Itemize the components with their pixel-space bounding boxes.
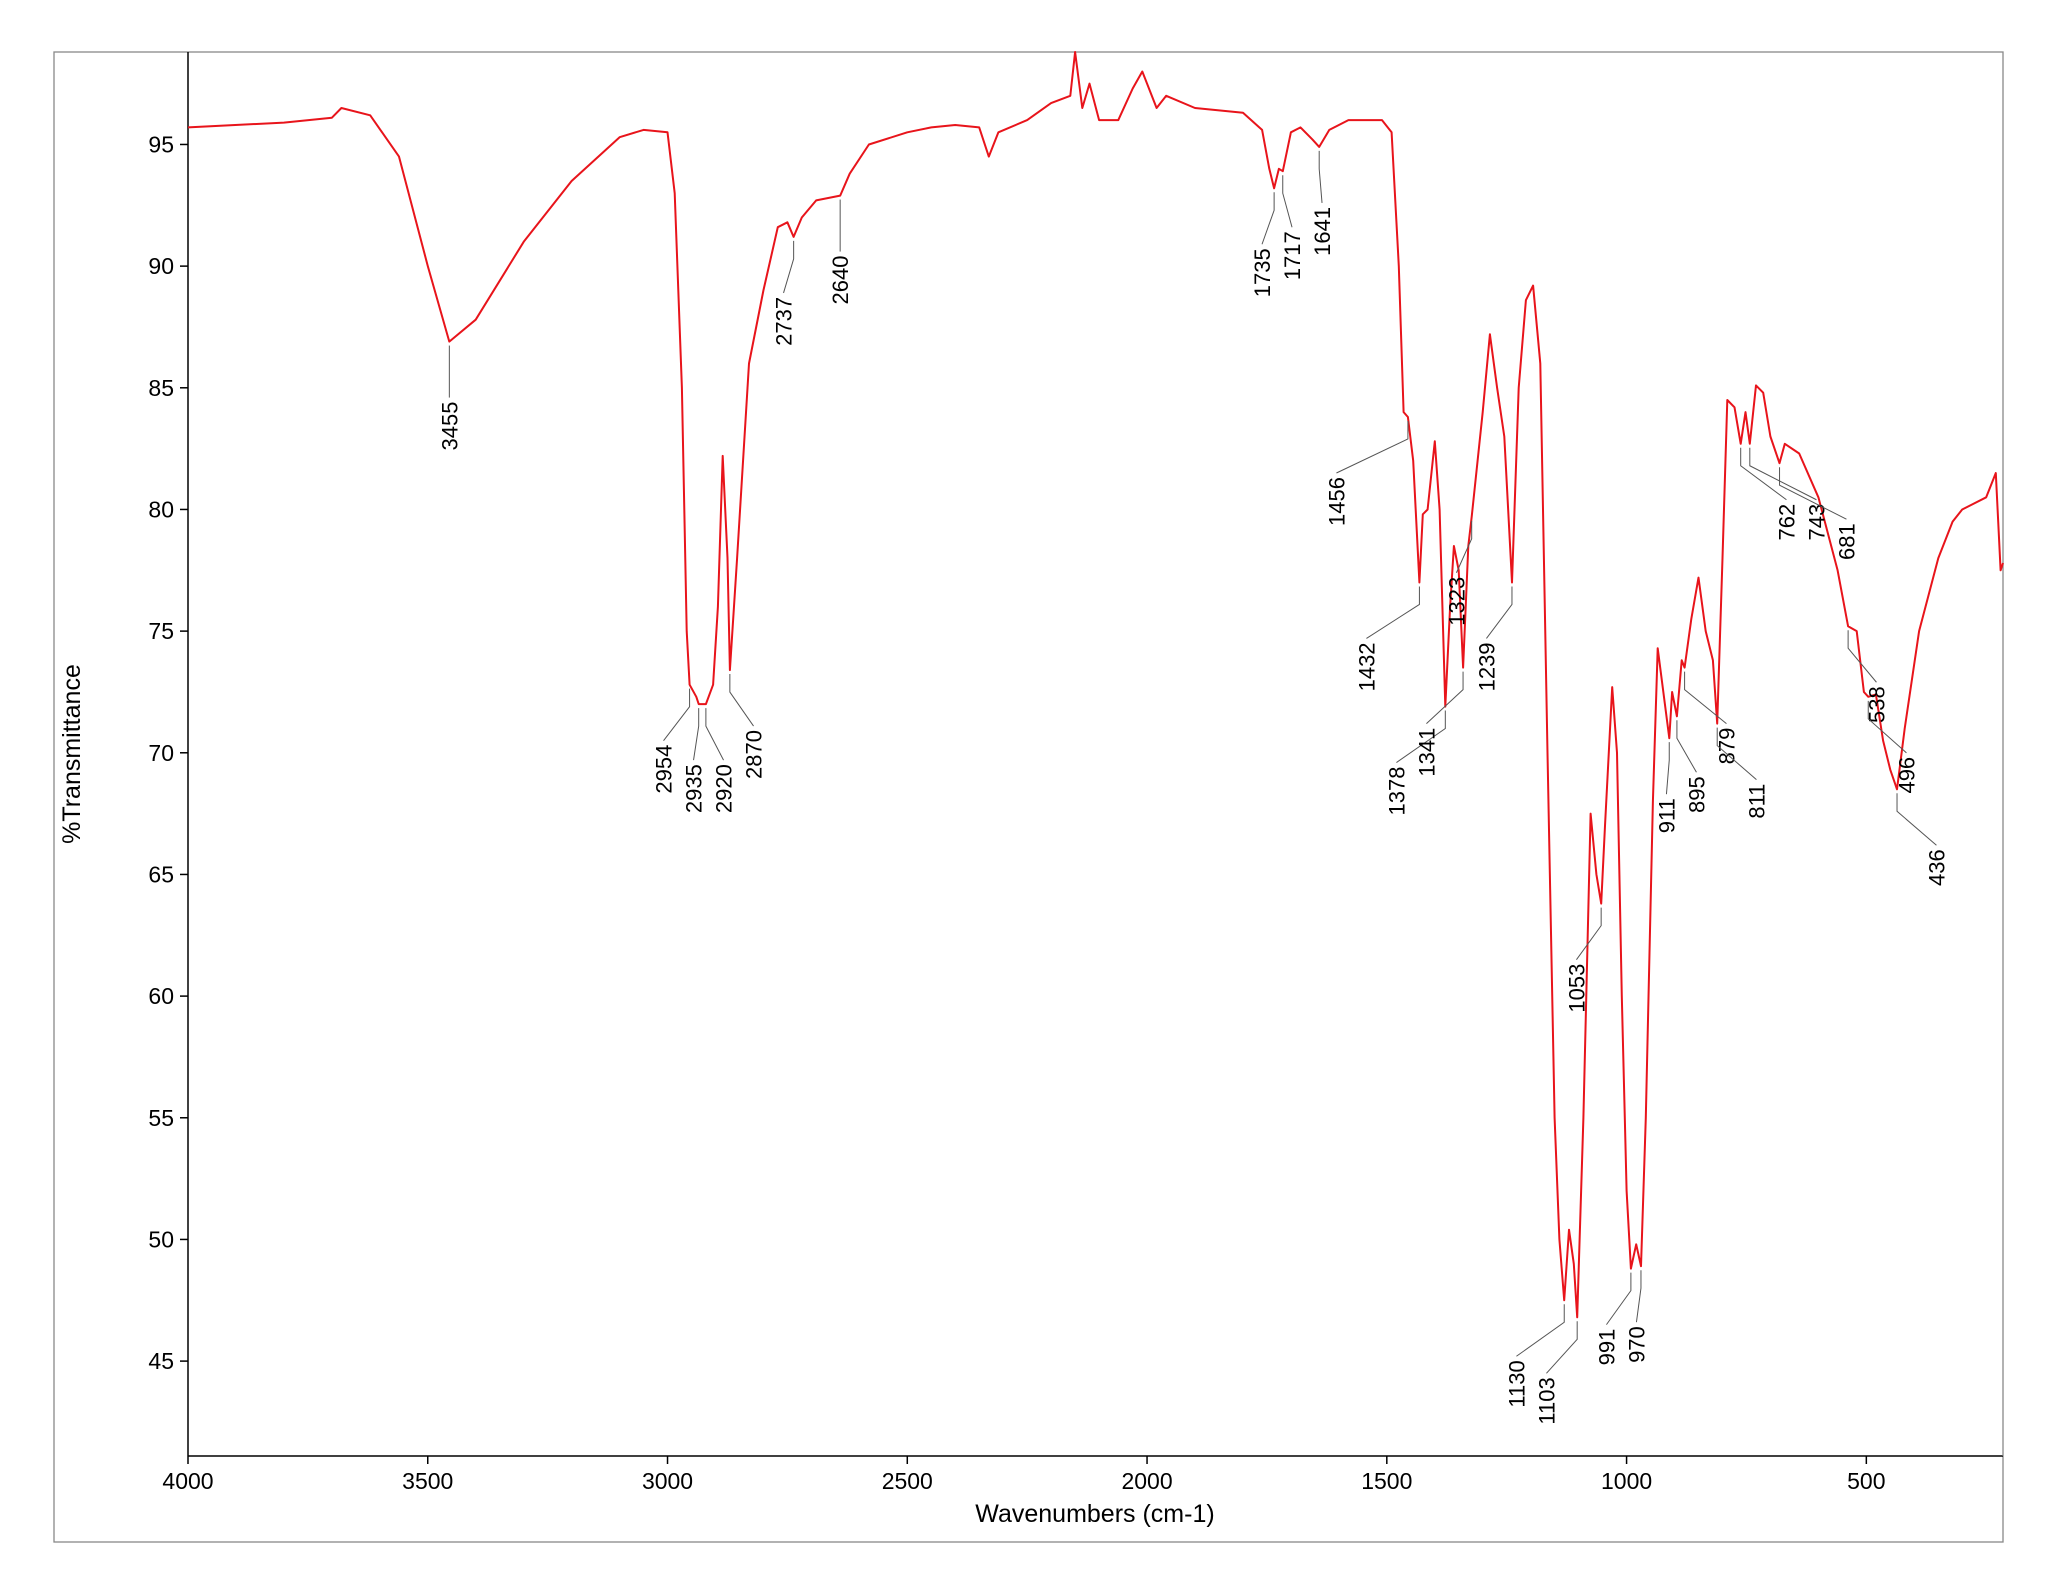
peak-leader (1684, 671, 1727, 725)
peak-leader (1546, 1321, 1578, 1374)
x-tick-label: 3000 (642, 1468, 693, 1494)
peak-leader (1635, 1270, 1642, 1323)
peak-label: 811 (1744, 784, 1769, 819)
peak-leader (663, 688, 691, 741)
peak-leader (729, 674, 754, 727)
peak-leader (1665, 742, 1670, 795)
peak-label: 1053 (1564, 964, 1589, 1013)
y-tick-label: 75 (148, 618, 174, 644)
peak-label: 1341 (1414, 728, 1439, 777)
peak-leader (1576, 907, 1602, 960)
peak-leader (1516, 1304, 1565, 1357)
peak-leader (1318, 150, 1323, 203)
peak-leader (693, 708, 700, 761)
peak-label: 879 (1714, 728, 1739, 765)
y-tick-label: 85 (148, 375, 174, 401)
peak-leader (1486, 586, 1513, 639)
peak-leader (1716, 727, 1757, 780)
peak-label: 2935 (682, 764, 707, 813)
y-tick-label: 50 (148, 1226, 174, 1252)
peak-label: 1239 (1474, 642, 1499, 691)
peak-leader (1455, 520, 1473, 573)
spectrum-line (187, 51, 2004, 1319)
peak-label: 1735 (1250, 248, 1275, 297)
peak-label: 1641 (1310, 207, 1335, 256)
peak-label: 895 (1684, 776, 1709, 813)
peak-leader (1896, 793, 1937, 846)
peak-label: 3455 (437, 402, 462, 451)
peak-label: 496 (1894, 757, 1919, 794)
peak-leader (1740, 447, 1787, 501)
y-tick-label: 95 (148, 131, 174, 157)
x-axis-title: Wavenumbers (cm-1) (975, 1500, 1214, 1528)
x-tick-label: 1500 (1361, 1468, 1412, 1494)
peak-label: 1456 (1324, 477, 1349, 526)
peak-label: 1103 (1534, 1377, 1559, 1424)
peak-leader (1396, 710, 1446, 763)
peak-label: 762 (1774, 504, 1799, 541)
peak-leader (1336, 420, 1409, 474)
y-tick-label: 60 (148, 983, 174, 1009)
peak-label: 2954 (652, 745, 677, 794)
peak-label: 2920 (712, 764, 737, 813)
x-tick-label: 4000 (162, 1468, 213, 1494)
x-tick-label: 2000 (1121, 1468, 1172, 1494)
peak-leader (1847, 630, 1877, 683)
frame (53, 51, 2004, 1543)
peak-leader (1261, 192, 1275, 245)
peak-label: 1323 (1444, 577, 1469, 626)
y-tick-label: 65 (148, 861, 174, 887)
y-tick-label: 90 (148, 253, 174, 279)
peak-leader (1676, 720, 1697, 773)
x-tick-label: 2500 (882, 1468, 933, 1494)
peak-leader (1867, 700, 1907, 754)
x-tick-label: 500 (1847, 1468, 1885, 1494)
peak-label: 1378 (1384, 767, 1409, 816)
peak-label: 991 (1594, 1329, 1619, 1366)
peak-leader (1749, 447, 1817, 501)
peak-leader (1426, 671, 1464, 724)
peak-leader (1606, 1272, 1632, 1325)
peak-leader (1779, 467, 1847, 520)
y-tick-label: 80 (148, 496, 174, 522)
peak-label: 681 (1834, 523, 1859, 560)
x-tick-label: 3500 (402, 1468, 453, 1494)
peak-label: 436 (1924, 849, 1949, 886)
peak-label: 1432 (1354, 642, 1379, 691)
peak-label: 970 (1624, 1326, 1649, 1363)
peak-label: 2737 (772, 297, 797, 346)
peak-leader (1366, 586, 1420, 639)
peak-label: 2640 (828, 256, 853, 305)
peak-label: 2870 (742, 730, 767, 779)
peak-leader (783, 240, 795, 294)
x-tick-label: 1000 (1601, 1468, 1652, 1494)
y-tick-label: 70 (148, 740, 174, 766)
peak-leader (705, 708, 724, 761)
y-axis-title: %Transmittance (58, 664, 86, 844)
y-tick-label: 55 (148, 1105, 174, 1131)
peak-label: 743 (1804, 504, 1829, 541)
y-tick-label: 45 (148, 1348, 174, 1374)
peak-label: 1130 (1504, 1360, 1529, 1407)
peak-label: 911 (1654, 798, 1679, 833)
peak-leader (1282, 175, 1293, 228)
peak-label: 1717 (1280, 231, 1305, 280)
